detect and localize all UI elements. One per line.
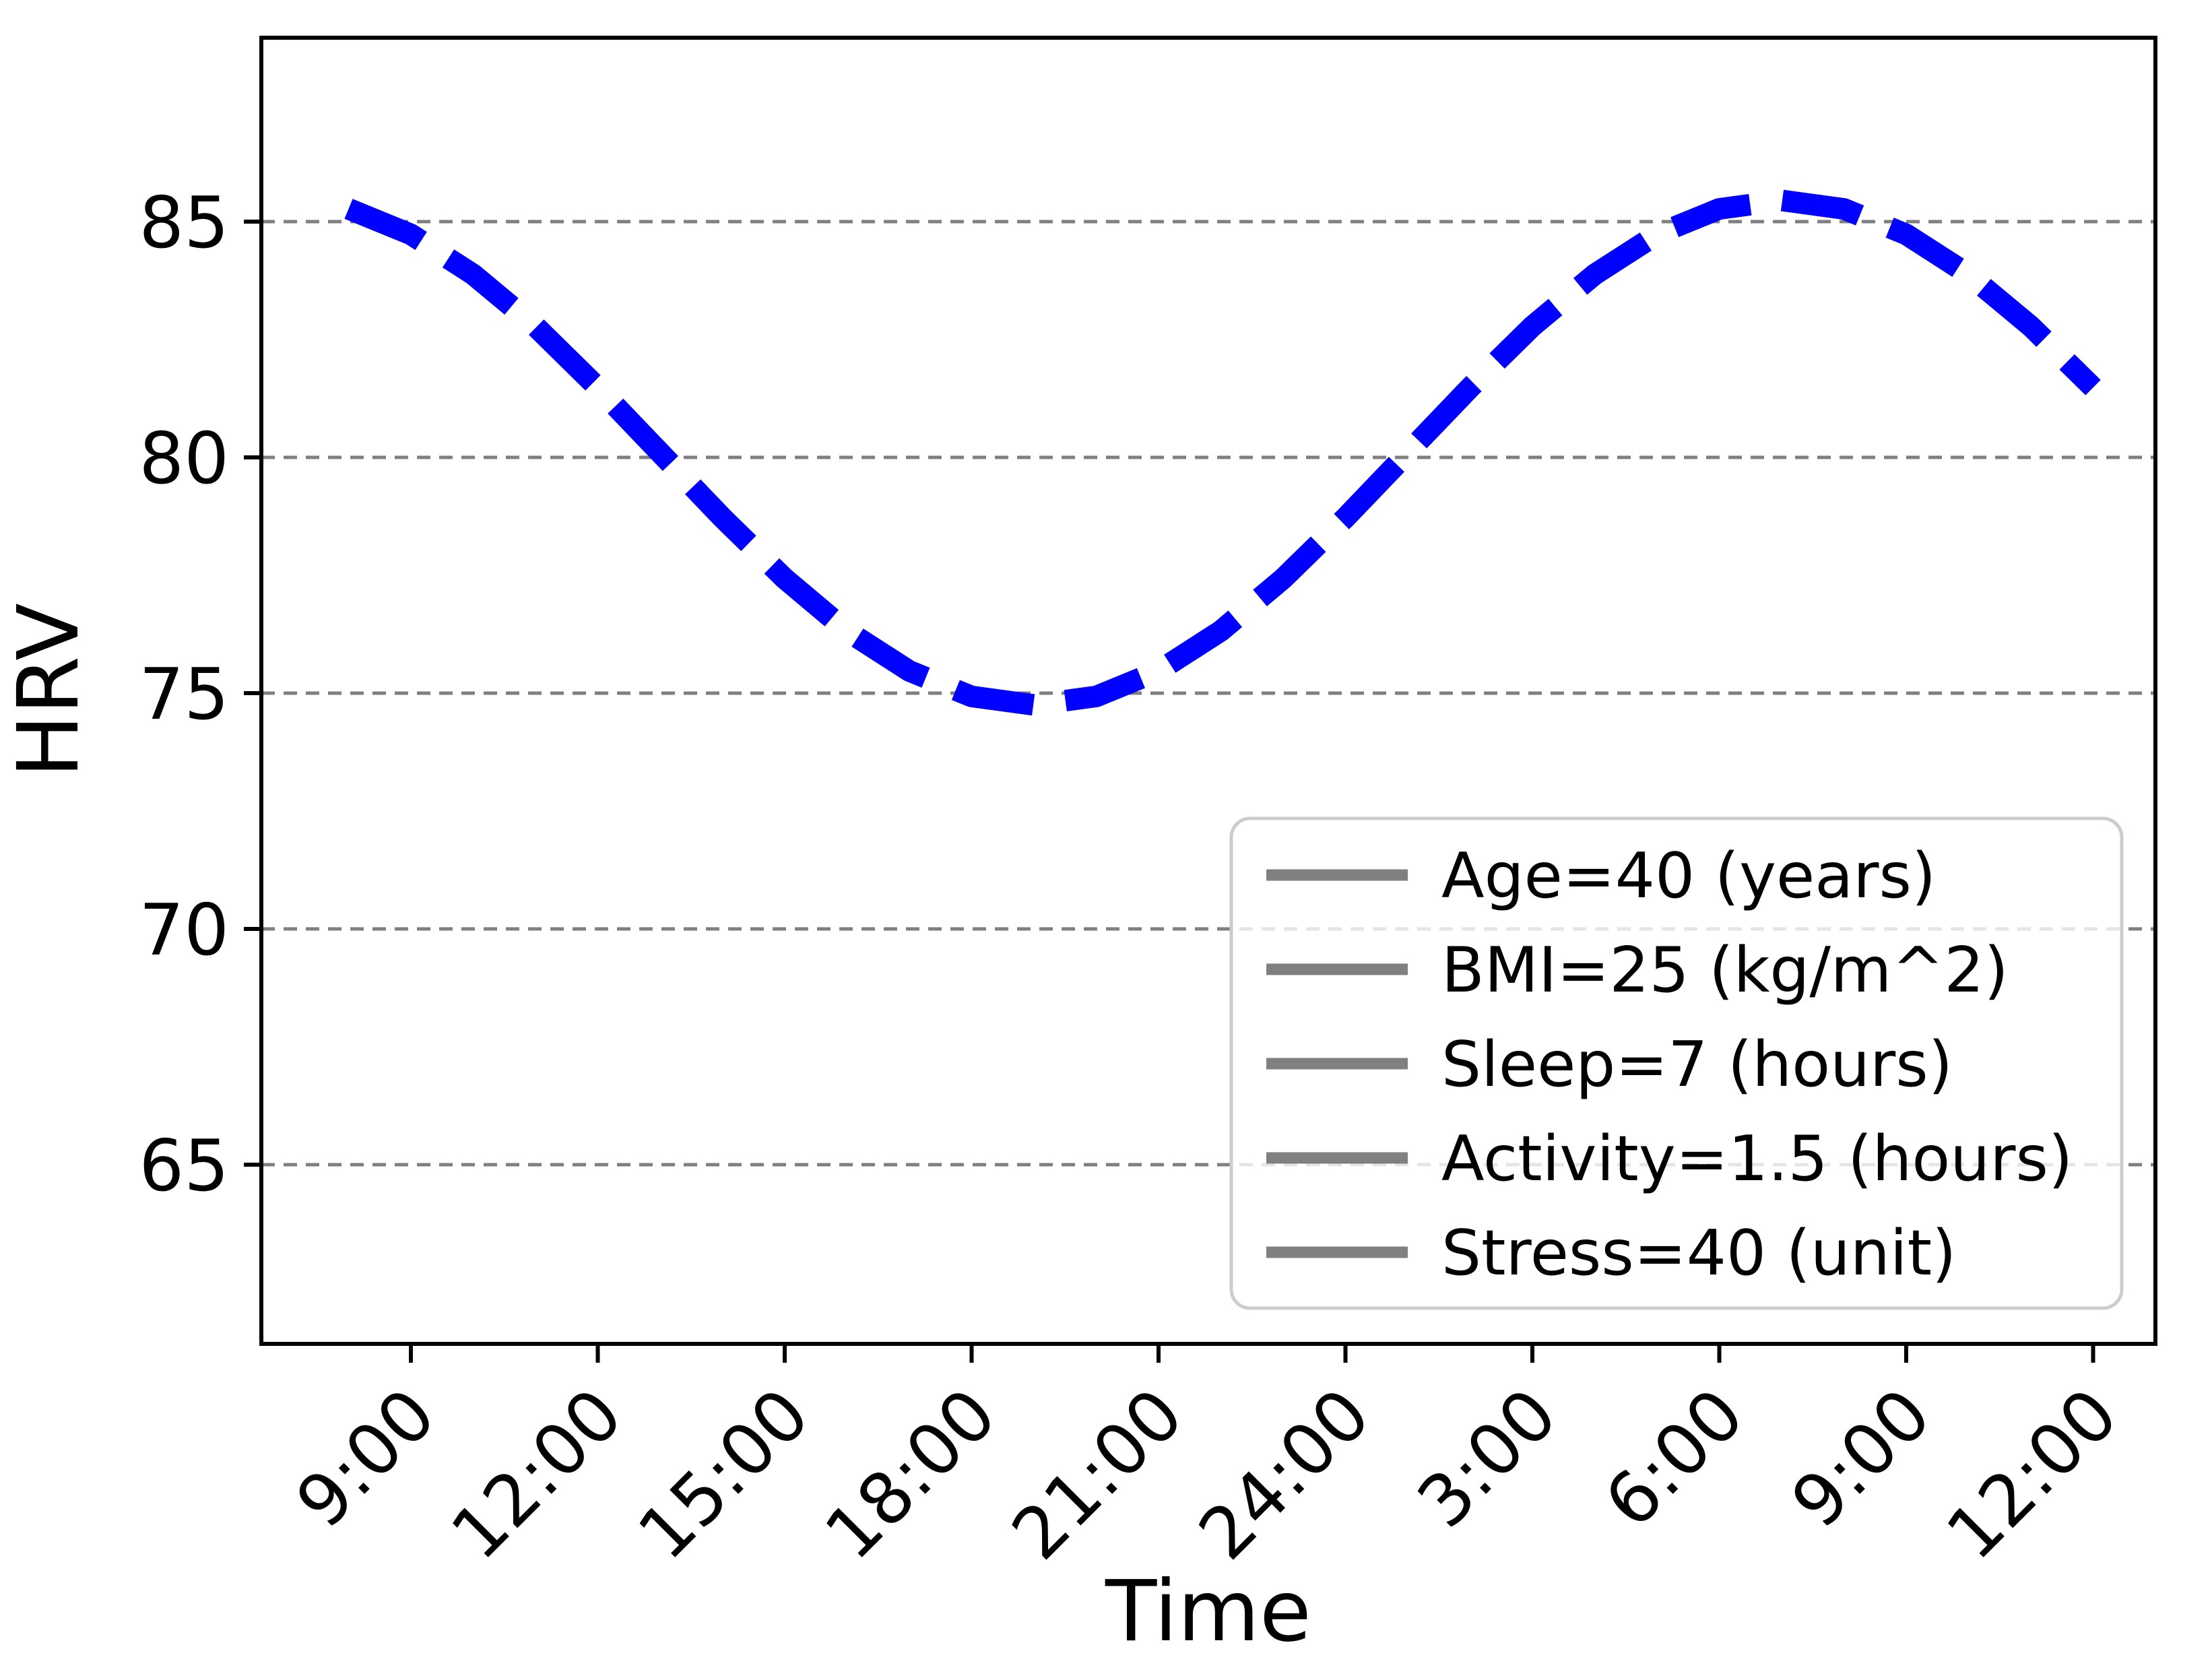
y-tick-label: 75 <box>139 653 229 736</box>
x-tick-label: 6:00 <box>1589 1373 1759 1543</box>
y-tick-label: 80 <box>139 418 229 500</box>
x-tick-label: 12:00 <box>436 1373 638 1575</box>
x-axis-label: Time <box>1105 1563 1311 1660</box>
legend: Age=40 (years) BMI=25 (kg/m^2) Sleep=7 (ho… <box>1229 816 2124 1310</box>
hrv-curve-group <box>344 189 2101 716</box>
legend-entry-label: Age=40 (years) <box>1441 839 1936 912</box>
x-tick-label: 21:00 <box>996 1373 1198 1575</box>
hrv-curve <box>344 189 2101 716</box>
y-tick-label: 85 <box>139 182 229 264</box>
y-axis-ticks: 65 70 75 80 85 <box>139 182 261 1207</box>
legend-entry-label: Sleep=7 (hours) <box>1441 1028 1953 1101</box>
y-tick-label: 70 <box>139 889 229 971</box>
x-tick-label: 24:00 <box>1183 1373 1386 1575</box>
y-tick-label: 65 <box>139 1125 229 1207</box>
x-tick-label: 12:00 <box>1931 1373 2133 1575</box>
legend-box <box>1229 816 2124 1310</box>
legend-entry-label: BMI=25 (kg/m^2) <box>1441 934 2009 1006</box>
x-tick-label: 18:00 <box>810 1373 1012 1575</box>
x-tick-label: 9:00 <box>1776 1373 1947 1543</box>
x-tick-label: 3:00 <box>1402 1373 1573 1543</box>
legend-entry-label: Stress=40 (unit) <box>1441 1217 1956 1289</box>
y-axis-label: HRV <box>0 603 98 778</box>
x-tick-label: 15:00 <box>622 1373 824 1575</box>
plot-frame <box>259 36 2157 1346</box>
legend-entry-label: Activity=1.5 (hours) <box>1441 1122 2073 1195</box>
x-tick-label: 9:00 <box>281 1373 451 1543</box>
